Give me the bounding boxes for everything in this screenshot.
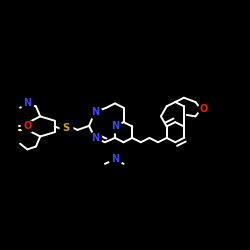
Text: S: S (62, 123, 70, 133)
Text: N: N (23, 98, 31, 108)
Text: N: N (91, 133, 99, 143)
Text: O: O (23, 122, 32, 132)
Text: N: N (91, 107, 99, 117)
Text: N: N (111, 122, 119, 132)
Text: N: N (111, 154, 119, 164)
Text: O: O (200, 104, 208, 114)
